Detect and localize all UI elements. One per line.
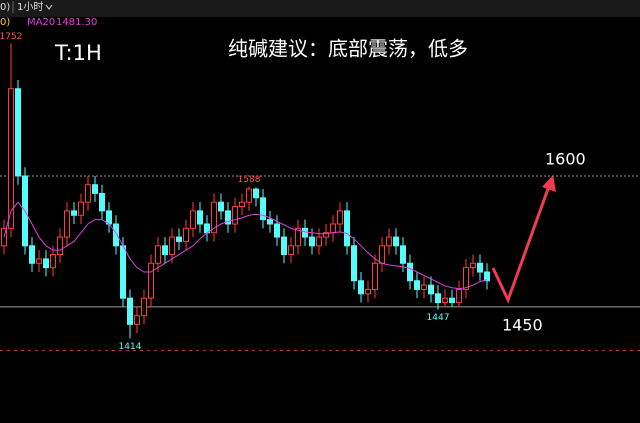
- candle-body: [421, 284, 427, 290]
- ma-readout: 1481.30: [56, 17, 97, 28]
- arrow-path: [491, 185, 551, 304]
- candle-body: [1, 227, 7, 247]
- candle-body: [456, 288, 462, 304]
- candle-body: [50, 254, 56, 269]
- candle-body: [106, 210, 112, 225]
- candle-body: [29, 245, 35, 264]
- candle-body: [281, 236, 287, 256]
- level-label: 1600: [545, 149, 586, 168]
- candle-body: [351, 245, 357, 282]
- candle-body: [183, 227, 189, 242]
- candle-body: [477, 262, 483, 273]
- candle-body: [407, 262, 413, 282]
- candle-body: [141, 297, 147, 317]
- candle-body: [379, 245, 385, 264]
- candle-body: [484, 271, 490, 282]
- ma-line: [3, 201, 488, 290]
- candle-body: [295, 227, 301, 247]
- candle-body: [176, 236, 182, 242]
- candle-body: [155, 245, 161, 264]
- candle-body: [400, 245, 406, 264]
- candle-body: [428, 284, 434, 295]
- candle-body: [120, 245, 126, 299]
- candle-body: [134, 315, 140, 325]
- candle-body: [260, 197, 266, 221]
- candle-body: [246, 188, 252, 203]
- ma-name: MA20: [27, 17, 55, 28]
- candle-body: [113, 223, 119, 247]
- candle-body: [253, 188, 259, 199]
- candle-body: [64, 210, 70, 238]
- candle-body: [337, 210, 343, 225]
- candle-body: [316, 236, 322, 247]
- candle-body: [393, 236, 399, 247]
- candle-body: [449, 297, 455, 304]
- candle-body: [162, 245, 168, 256]
- candle-body: [148, 262, 154, 299]
- candle-body: [309, 236, 315, 247]
- candle-body: [71, 210, 77, 216]
- candle-body: [8, 88, 14, 229]
- candle-body: [365, 288, 371, 295]
- candle-body: [323, 232, 329, 238]
- candle-body: [274, 223, 280, 238]
- candle-body: [463, 267, 469, 290]
- candle-body: [372, 262, 378, 290]
- ma-fragment: 0): [0, 17, 10, 28]
- candle-body: [92, 184, 98, 194]
- candle-body: [43, 258, 49, 269]
- candle-body: [239, 201, 245, 208]
- candle-body: [302, 227, 308, 238]
- candle-body: [288, 245, 294, 256]
- extreme-label: 1447: [427, 313, 450, 323]
- candle-body: [211, 201, 217, 234]
- candle-body: [85, 184, 91, 203]
- level-label: 1450: [502, 315, 543, 334]
- candle-body: [169, 236, 175, 256]
- extreme-label: 1588: [238, 175, 261, 185]
- candle-body: [197, 210, 203, 225]
- timeframe-tab[interactable]: 1小时: [17, 1, 43, 13]
- candle-body: [330, 223, 336, 234]
- candle-body: [414, 280, 420, 290]
- candle-body: [267, 219, 273, 225]
- candle-body: [57, 236, 63, 256]
- header-bar: [0, 0, 640, 17]
- candle-body: [15, 88, 21, 177]
- candle-body: [435, 293, 441, 304]
- candle-body: [218, 201, 224, 212]
- candle-body: [190, 210, 196, 229]
- header-fragment: 0): [0, 2, 10, 13]
- dropdown-caret[interactable]: [45, 4, 53, 10]
- arrow-head: [542, 175, 556, 192]
- candle-body: [99, 192, 105, 212]
- extreme-label: 1414: [119, 342, 142, 352]
- candle-body: [232, 206, 238, 225]
- candle-body: [344, 210, 350, 247]
- candle-body: [442, 297, 448, 304]
- chart-title: 纯碱建议：底部震荡，低多: [228, 37, 468, 61]
- period-label: T:1H: [54, 41, 102, 65]
- candle-body: [470, 262, 476, 269]
- candle-body: [225, 210, 231, 225]
- candle-body: [358, 280, 364, 295]
- candle-body: [127, 297, 133, 325]
- extreme-label: 1752: [0, 32, 22, 42]
- candle-body: [36, 258, 42, 264]
- candle-body: [386, 236, 392, 247]
- candle-body: [78, 201, 84, 216]
- forecast-arrow: [491, 175, 556, 304]
